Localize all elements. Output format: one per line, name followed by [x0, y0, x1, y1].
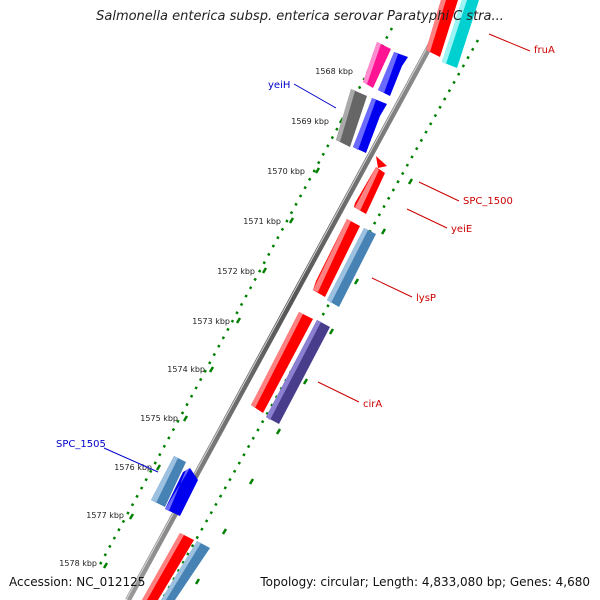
gene-feature-magenta[interactable] [363, 42, 391, 88]
leader-line-cirA [317, 381, 360, 403]
tick-label: 1576 kbp [114, 463, 152, 472]
map-title: Salmonella enterica subsp. enterica sero… [96, 9, 504, 24]
gene-feature-blue-upper[interactable] [378, 52, 408, 96]
gene-label-fruA[interactable]: fruA [534, 45, 555, 56]
gene-feature-fruA-cyan[interactable] [442, 0, 479, 68]
gene-label-yeiE[interactable]: yeiE [451, 224, 472, 235]
tick-1569: 1569 kbp [291, 117, 345, 126]
tick-label: 1574 kbp [167, 365, 205, 374]
gene-feature-lysP-red[interactable] [313, 219, 360, 297]
leader-line-yeiH [293, 83, 337, 109]
tick-label: 1571 kbp [243, 217, 281, 226]
gene-feature-SPC_1500[interactable] [376, 156, 387, 168]
gene-feature-cirA-purple[interactable] [266, 320, 330, 424]
tick-label: 1570 kbp [267, 167, 305, 176]
inner-tick-ring [95, 27, 394, 571]
gene-label-yeiH[interactable]: yeiH [268, 80, 290, 91]
tick-label: 1572 kbp [217, 267, 255, 276]
tick-label: 1568 kbp [315, 67, 353, 76]
tick-1576: 1576 kbp [114, 463, 255, 485]
gene-label-cirA[interactable]: cirA [363, 399, 382, 410]
gene-feature-yeiH[interactable] [336, 89, 367, 147]
accession-text: Accession: NC_012125 [9, 575, 146, 589]
tick-1571: 1571 kbp [243, 217, 387, 235]
gene-feature-blue-bottom[interactable] [161, 541, 210, 600]
tick-label: 1577 kbp [86, 511, 124, 520]
leader-line-SPC_1505 [103, 447, 159, 473]
gene-feature-yeiE[interactable] [354, 167, 385, 214]
tick-1575: 1575 kbp [140, 414, 282, 435]
tick-label: 1569 kbp [291, 117, 329, 126]
topology-text: Topology: circular; Length: 4,833,080 bp… [260, 575, 590, 589]
leader-line-lysP [371, 277, 413, 298]
gene-label-SPC_1505[interactable]: SPC_1505 [56, 439, 106, 450]
tick-1574: 1574 kbp [167, 365, 309, 385]
gene-label-SPC_1500[interactable]: SPC_1500 [463, 196, 513, 207]
leader-line-yeiE [406, 208, 448, 229]
gene-feature-blue-lower[interactable] [353, 98, 387, 153]
tick-1570: 1570 kbp [267, 167, 414, 185]
tick-label: 1578 kbp [59, 559, 97, 568]
tick-1568: 1568 kbp [315, 67, 372, 76]
gene-feature-cirA-red[interactable] [251, 312, 313, 413]
leader-line-fruA [488, 33, 531, 52]
gene-feature-lysP-blue[interactable] [327, 228, 376, 307]
tick-label: 1575 kbp [140, 414, 178, 423]
leader-line-SPC_1500 [418, 181, 460, 202]
tick-1572: 1572 kbp [217, 267, 360, 285]
gene-feature-fruA-red[interactable] [426, 0, 458, 57]
tick-1578: 1578 kbp [59, 559, 201, 585]
gene-feature-red-bottom[interactable] [142, 533, 194, 600]
tick-label: 1573 kbp [192, 317, 230, 326]
gene-feature-blue-1505[interactable] [165, 468, 198, 516]
gene-feature-SPC_1505[interactable] [151, 456, 186, 507]
gene-label-lysP[interactable]: lysP [416, 293, 436, 304]
tick-1577: 1577 kbp [86, 511, 228, 535]
tick-1573: 1573 kbp [192, 317, 335, 335]
